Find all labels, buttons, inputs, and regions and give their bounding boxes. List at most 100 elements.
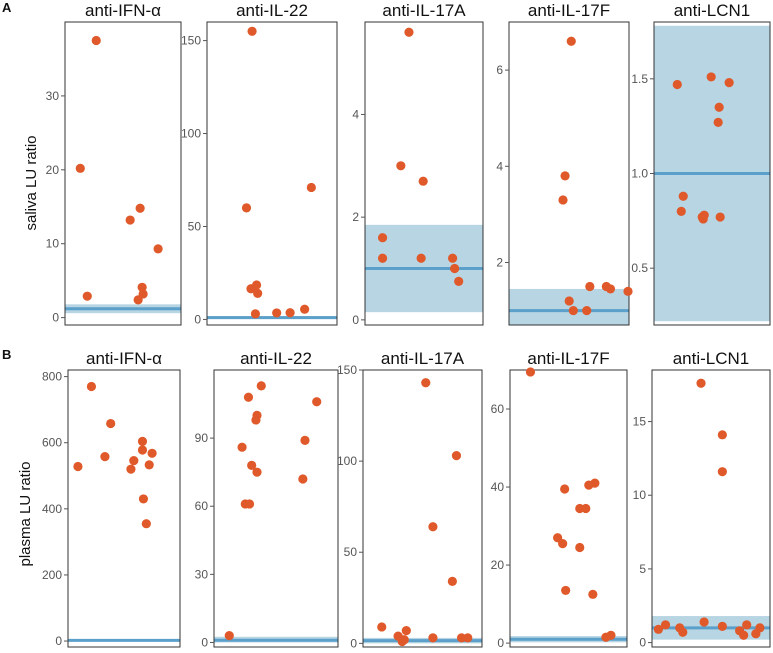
panel-a-lcn1: anti-LCN1 0.5 1.0 1.5 — [631, 1, 771, 326]
y-tick-label: 30 — [46, 89, 60, 103]
data-point — [224, 631, 234, 641]
panel-frame — [364, 21, 484, 326]
data-point — [256, 381, 266, 391]
threshold-band — [509, 288, 629, 325]
y-tick-label: 150 — [181, 34, 201, 48]
data-point — [421, 378, 431, 388]
data-point — [755, 623, 765, 633]
panel-title: anti-IL-17A — [381, 349, 465, 368]
data-point — [377, 233, 388, 243]
data-point — [243, 392, 254, 402]
data-point — [558, 539, 568, 549]
data-point — [568, 305, 578, 316]
y-tick-label: 0 — [194, 312, 201, 326]
panel-frame — [213, 369, 339, 648]
data-point — [714, 102, 724, 112]
data-point — [396, 161, 406, 171]
data-point — [300, 304, 310, 314]
panels: anti-IFN-α0102030anti-IL-22050100150anti… — [42, 1, 771, 650]
y-tick-label: 0 — [497, 636, 504, 650]
y-tick-label: 2 — [496, 255, 503, 269]
data-point — [660, 620, 671, 630]
data-point — [75, 163, 85, 173]
data-point — [135, 203, 145, 213]
panel-frame — [64, 21, 182, 326]
panel-label-b: B — [2, 347, 11, 362]
y-tick-label: 150 — [337, 363, 357, 377]
data-point — [451, 451, 462, 461]
panel-b-il-22: anti-IL-22 0 30 60 90 — [195, 349, 339, 649]
data-point — [672, 79, 682, 90]
y-tick-label: 5 — [639, 562, 646, 576]
data-point — [588, 589, 598, 599]
data-point — [244, 499, 255, 509]
panel-b-ifn-: anti-IFN-α 0 200 400 600 800 — [42, 349, 181, 648]
data-point — [377, 253, 388, 263]
data-point — [125, 215, 135, 225]
data-point — [558, 195, 568, 205]
panel-frame — [509, 369, 628, 648]
data-point — [428, 522, 438, 532]
data-point — [241, 203, 252, 213]
panel-a-il-22: anti-IL-22 0 50 100 150 — [181, 1, 338, 326]
data-point — [418, 176, 428, 186]
data-point — [561, 585, 571, 596]
panel-title: anti-IL-22 — [240, 349, 312, 368]
data-point — [141, 519, 151, 529]
data-point — [377, 622, 387, 632]
y-tick-label: 30 — [195, 567, 209, 581]
y-tick-label: 1.0 — [631, 167, 648, 181]
data-point — [272, 308, 282, 318]
data-point — [525, 367, 536, 377]
panel-title: anti-IL-17A — [382, 1, 466, 20]
data-point — [285, 308, 295, 318]
data-point — [237, 442, 247, 452]
panel-a-il-17a: anti-IL-17A 0 2 4 — [352, 1, 484, 327]
data-point — [606, 630, 616, 640]
panel-title: anti-IFN-α — [85, 1, 161, 20]
y-tick-label: 20 — [491, 558, 505, 572]
data-point — [450, 263, 460, 274]
data-point — [582, 305, 592, 316]
panel-title: anti-LCN1 — [673, 349, 750, 368]
data-point — [129, 455, 139, 466]
data-point — [133, 295, 143, 305]
panel-a-il-17f: anti-IL-17F 2 4 6 — [496, 1, 633, 326]
data-point — [575, 542, 585, 553]
panel-b-il-17f: anti-IL-17F 0 20 40 60 — [491, 349, 628, 650]
data-point — [448, 253, 458, 263]
data-point — [717, 467, 727, 477]
data-point — [306, 182, 316, 193]
data-point — [581, 503, 591, 514]
panel-title: anti-IL-22 — [236, 1, 308, 20]
y-tick-label: 50 — [188, 219, 202, 233]
y-tick-label: 60 — [195, 499, 209, 513]
y-tick-label: 800 — [42, 370, 62, 384]
y-tick-label: 50 — [344, 545, 358, 559]
data-point — [696, 378, 706, 388]
data-point — [560, 484, 570, 494]
data-point — [724, 78, 734, 88]
data-point — [739, 630, 749, 640]
data-point — [138, 494, 149, 504]
panel-frame — [651, 369, 771, 648]
panel-title: anti-LCN1 — [674, 1, 751, 20]
data-point — [698, 214, 708, 224]
y-tick-label: 4 — [496, 159, 503, 173]
y-tick-label: 6 — [496, 63, 503, 77]
data-point — [416, 253, 426, 263]
data-point — [312, 397, 322, 407]
data-point — [250, 309, 261, 319]
panel-frame — [508, 21, 630, 326]
panel-label-a: A — [2, 0, 12, 15]
data-point — [106, 418, 116, 429]
data-point — [300, 435, 310, 445]
data-point — [706, 72, 716, 82]
y-tick-label: 0 — [352, 313, 359, 327]
panel-frame — [362, 369, 483, 648]
panel-b-il-17a: anti-IL-17A 0 50 100 150 — [337, 349, 483, 650]
y-tick-label: 1.5 — [631, 72, 648, 86]
y-tick-label: 0 — [350, 636, 357, 650]
data-point — [428, 633, 438, 643]
panel-title: anti-IFN-α — [86, 349, 162, 368]
